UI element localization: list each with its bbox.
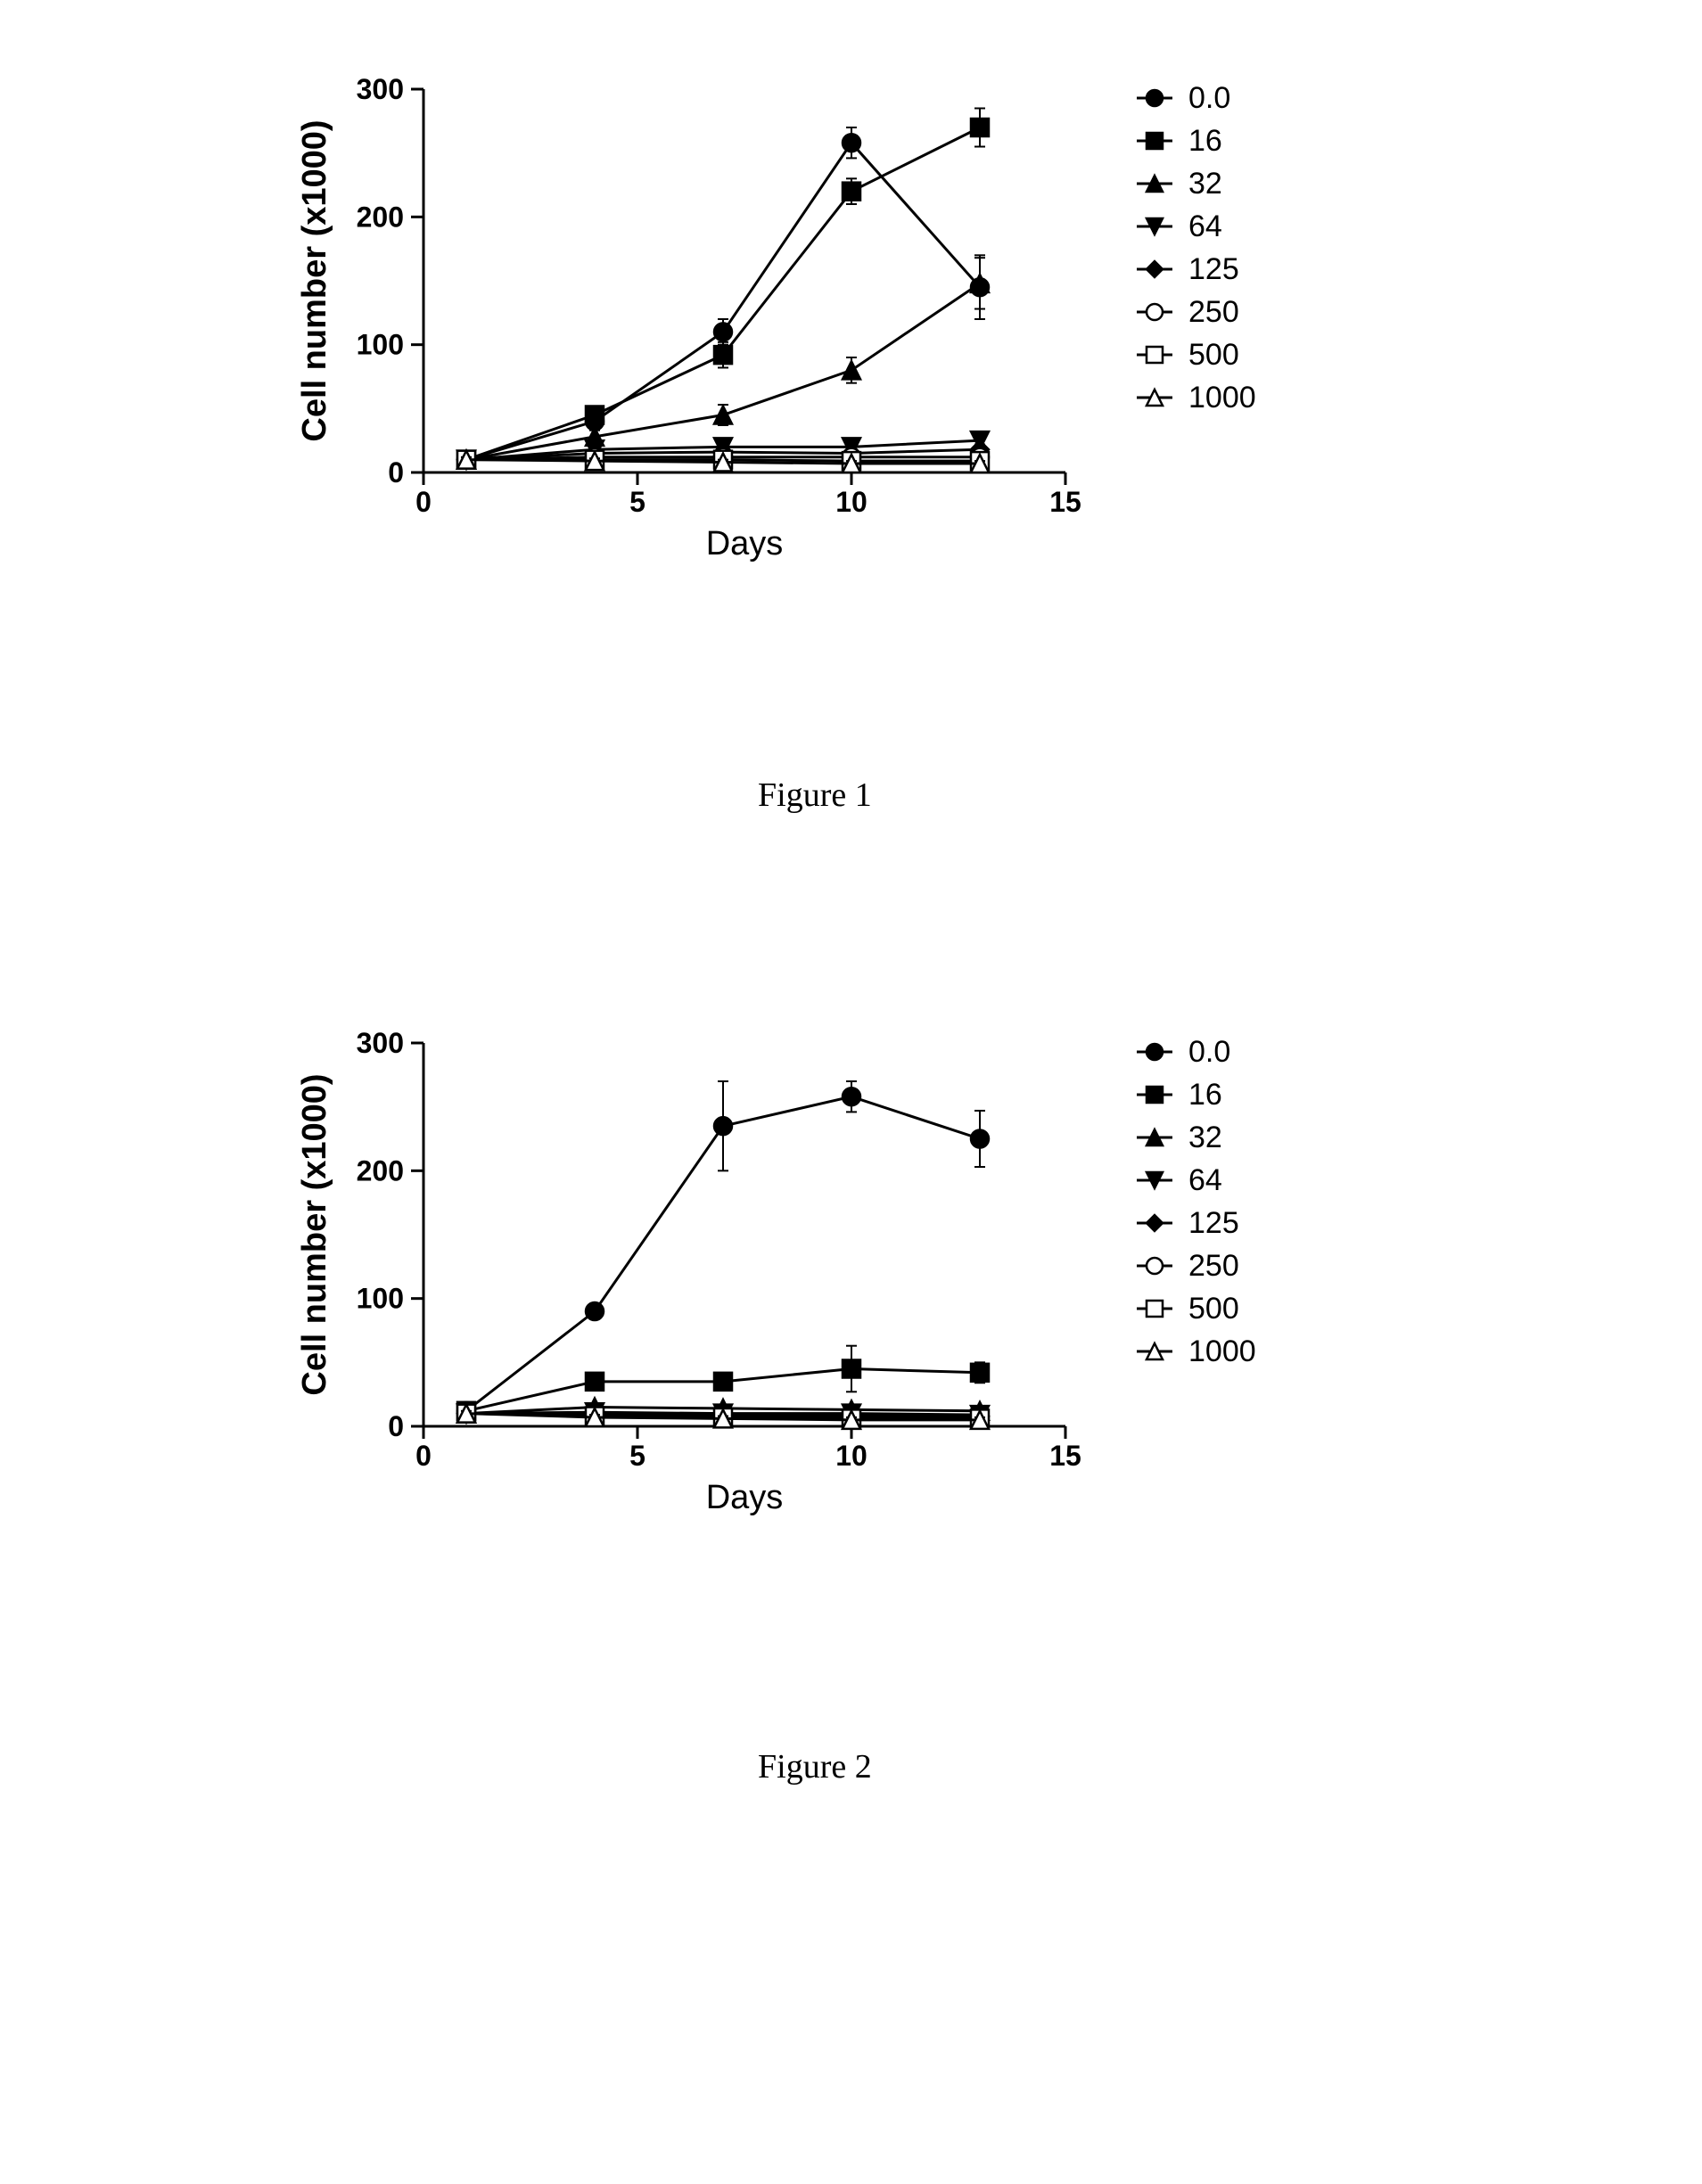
data-point-marker — [843, 134, 860, 152]
y-tick-label: 300 — [357, 1027, 404, 1059]
legend-marker-icon — [1147, 1044, 1163, 1060]
data-point-marker — [971, 1130, 989, 1148]
y-tick-label: 0 — [388, 456, 404, 489]
legend-marker-icon — [1147, 1258, 1163, 1274]
data-point-marker — [714, 1373, 732, 1391]
y-tick-label: 200 — [357, 1154, 404, 1186]
figure-1-caption: Figure 1 — [758, 776, 872, 815]
x-tick-label: 15 — [1049, 486, 1081, 518]
legend-label: 500 — [1188, 1292, 1239, 1326]
legend-label: 0.0 — [1188, 81, 1230, 115]
y-axis-label: Cell number (x1000) — [296, 1073, 333, 1395]
legend-label: 250 — [1188, 295, 1239, 329]
x-axis-label: Days — [706, 525, 784, 562]
x-tick-label: 10 — [835, 1440, 867, 1472]
legend-marker-icon — [1147, 133, 1163, 149]
figure-2-chart: 0 100 200 300 0 5 10 15 Days Cell number (x1000) 0… — [169, 1007, 1328, 1560]
legend-label: 32 — [1188, 167, 1222, 201]
data-point-marker — [843, 1360, 860, 1378]
data-point-marker — [714, 323, 732, 341]
y-tick-label: 200 — [357, 201, 404, 233]
figure-2-caption: Figure 2 — [758, 1747, 872, 1786]
legend-marker-icon — [1147, 261, 1163, 277]
legend-label: 0.0 — [1188, 1035, 1230, 1069]
legend-label: 64 — [1188, 1163, 1222, 1197]
legend-label: 250 — [1188, 1249, 1239, 1283]
legend-label: 16 — [1188, 1078, 1222, 1112]
legend-marker-icon — [1147, 1301, 1163, 1317]
y-tick-label: 100 — [357, 329, 404, 361]
legend-marker-icon — [1147, 90, 1163, 106]
legend-marker-icon — [1147, 1087, 1163, 1103]
data-point-marker — [843, 183, 860, 201]
data-point-marker — [714, 1117, 732, 1135]
legend-label: 125 — [1188, 1206, 1239, 1240]
y-tick-label: 100 — [357, 1283, 404, 1315]
x-tick-label: 15 — [1049, 1440, 1081, 1472]
legend-label: 1000 — [1188, 1334, 1256, 1368]
x-tick-label: 5 — [629, 486, 645, 518]
y-tick-label: 0 — [388, 1410, 404, 1442]
figure-1-svg: 0 100 200 300 0 5 10 15 Days Cell number (x1000) 0… — [169, 53, 1328, 606]
legend-label: 1000 — [1188, 381, 1256, 415]
data-point-marker — [714, 346, 732, 364]
data-point-marker — [586, 1302, 604, 1320]
page: 0100200300051015DaysCell number (x1000)0… — [0, 0, 1702, 2184]
legend-marker-icon — [1147, 347, 1163, 363]
data-point-marker — [586, 406, 604, 424]
legend-label: 64 — [1188, 209, 1222, 243]
legend-label: 125 — [1188, 252, 1239, 286]
legend-label: 500 — [1188, 338, 1239, 372]
legend-label: 32 — [1188, 1121, 1222, 1154]
y-tick-label: 300 — [357, 73, 404, 105]
y-axis-label: Cell number (x1000) — [296, 119, 333, 441]
figure-2-svg: 0 100 200 300 0 5 10 15 Days Cell number (x1000) 0… — [169, 1007, 1328, 1560]
x-tick-label: 10 — [835, 486, 867, 518]
data-point-marker — [971, 1364, 989, 1382]
data-point-marker — [971, 119, 989, 136]
x-tick-label: 0 — [415, 486, 432, 518]
x-axis-label: Days — [706, 1479, 784, 1516]
legend-marker-icon — [1147, 1215, 1163, 1231]
figure-1-chart: 0 100 200 300 0 5 10 15 Days Cell number (x1000) 0… — [169, 53, 1328, 606]
data-point-marker — [586, 1373, 604, 1391]
data-point-marker — [843, 1088, 860, 1105]
x-tick-label: 0 — [415, 1440, 432, 1472]
legend-marker-icon — [1147, 304, 1163, 320]
x-tick-label: 5 — [629, 1440, 645, 1472]
legend-label: 16 — [1188, 124, 1222, 158]
data-point-marker — [843, 361, 860, 379]
